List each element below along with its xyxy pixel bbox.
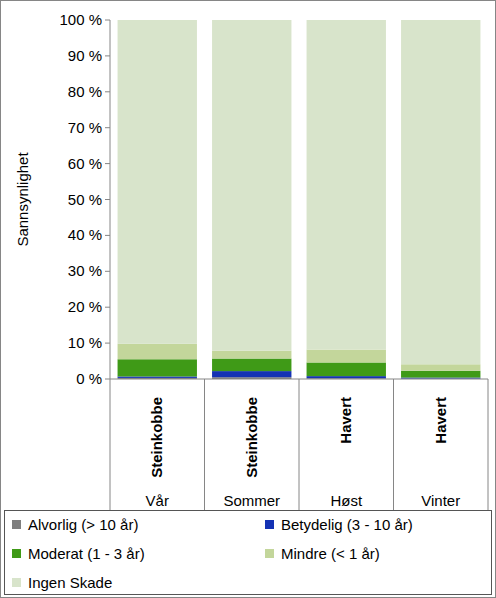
y-tick: [105, 271, 110, 272]
bar-segment: [118, 359, 197, 376]
bar-segment: [212, 371, 291, 377]
bar-segment: [212, 359, 291, 372]
legend-label: Moderat (1 - 3 år): [28, 545, 145, 562]
y-tick-label: 80 %: [68, 83, 102, 100]
bar-segment: [401, 378, 480, 379]
category-divider: [488, 379, 489, 510]
y-tick-label: 0 %: [76, 370, 102, 387]
legend-label: Mindre (< 1 år): [281, 545, 380, 562]
category-divider: [299, 379, 300, 510]
y-axis-label: Sannsynlighet: [14, 152, 31, 247]
category-group-label: Havert: [337, 397, 354, 444]
y-tick: [105, 235, 110, 236]
legend-label: Betydelig (3 - 10 år): [281, 516, 413, 533]
legend-swatch: [265, 549, 274, 558]
legend-swatch: [12, 578, 21, 587]
legend-swatch: [12, 520, 21, 529]
y-tick: [105, 163, 110, 164]
bar-segment: [212, 20, 291, 351]
legend-swatch: [265, 520, 274, 529]
y-tick: [105, 91, 110, 92]
y-tick: [105, 127, 110, 128]
y-tick: [105, 20, 110, 21]
y-tick-label: 30 %: [68, 262, 102, 279]
y-tick-label: 100 %: [59, 11, 102, 28]
bar-segment: [307, 20, 386, 350]
chart: 0 % 10 % 20 % 30 % 40 % 50 % 60 % 70 % 80 % 90 % 1…: [0, 0, 496, 598]
chart-frame: [1, 1, 496, 598]
y-tick-label: 50 %: [68, 191, 102, 208]
bar-segment: [118, 344, 197, 359]
bars: [118, 20, 481, 379]
y-tick-label: 60 %: [68, 155, 102, 172]
y-tick: [105, 55, 110, 56]
y-tick: [105, 199, 110, 200]
category-label: Høst: [330, 492, 362, 509]
bar-segment: [401, 364, 480, 370]
legend-label: Alvorlig (> 10 år): [28, 516, 138, 533]
category-group-label: Steinkobbe: [243, 397, 260, 478]
category-group-label: Steinkobbe: [148, 397, 165, 478]
y-tick-label: 70 %: [68, 119, 102, 136]
y-tick: [105, 307, 110, 308]
y-tick: [105, 379, 110, 380]
bar-segment: [401, 371, 480, 378]
bar-segment: [401, 20, 480, 364]
y-tick-label: 20 %: [68, 298, 102, 315]
bar-segment: [307, 376, 386, 378]
y-tick-label: 10 %: [68, 334, 102, 351]
category-label: Vinter: [421, 492, 460, 509]
y-tick-label: 40 %: [68, 226, 102, 243]
bar-segment: [212, 351, 291, 359]
category-divider: [393, 379, 394, 510]
category-label: Sommer: [223, 492, 280, 509]
category-divider: [204, 379, 205, 510]
legend-swatch: [12, 549, 21, 558]
category-divider: [110, 379, 111, 510]
y-tick: [105, 343, 110, 344]
y-tick-label: 90 %: [68, 47, 102, 64]
bar-segment: [307, 362, 386, 376]
legend-frame: [5, 511, 492, 595]
bar-segment: [118, 20, 197, 344]
bar-segment: [307, 350, 386, 363]
category-group-label: Havert: [432, 397, 449, 444]
legend-label: Ingen Skade: [28, 574, 112, 591]
bar-segment: [118, 376, 197, 377]
category-label: Vår: [146, 492, 169, 509]
